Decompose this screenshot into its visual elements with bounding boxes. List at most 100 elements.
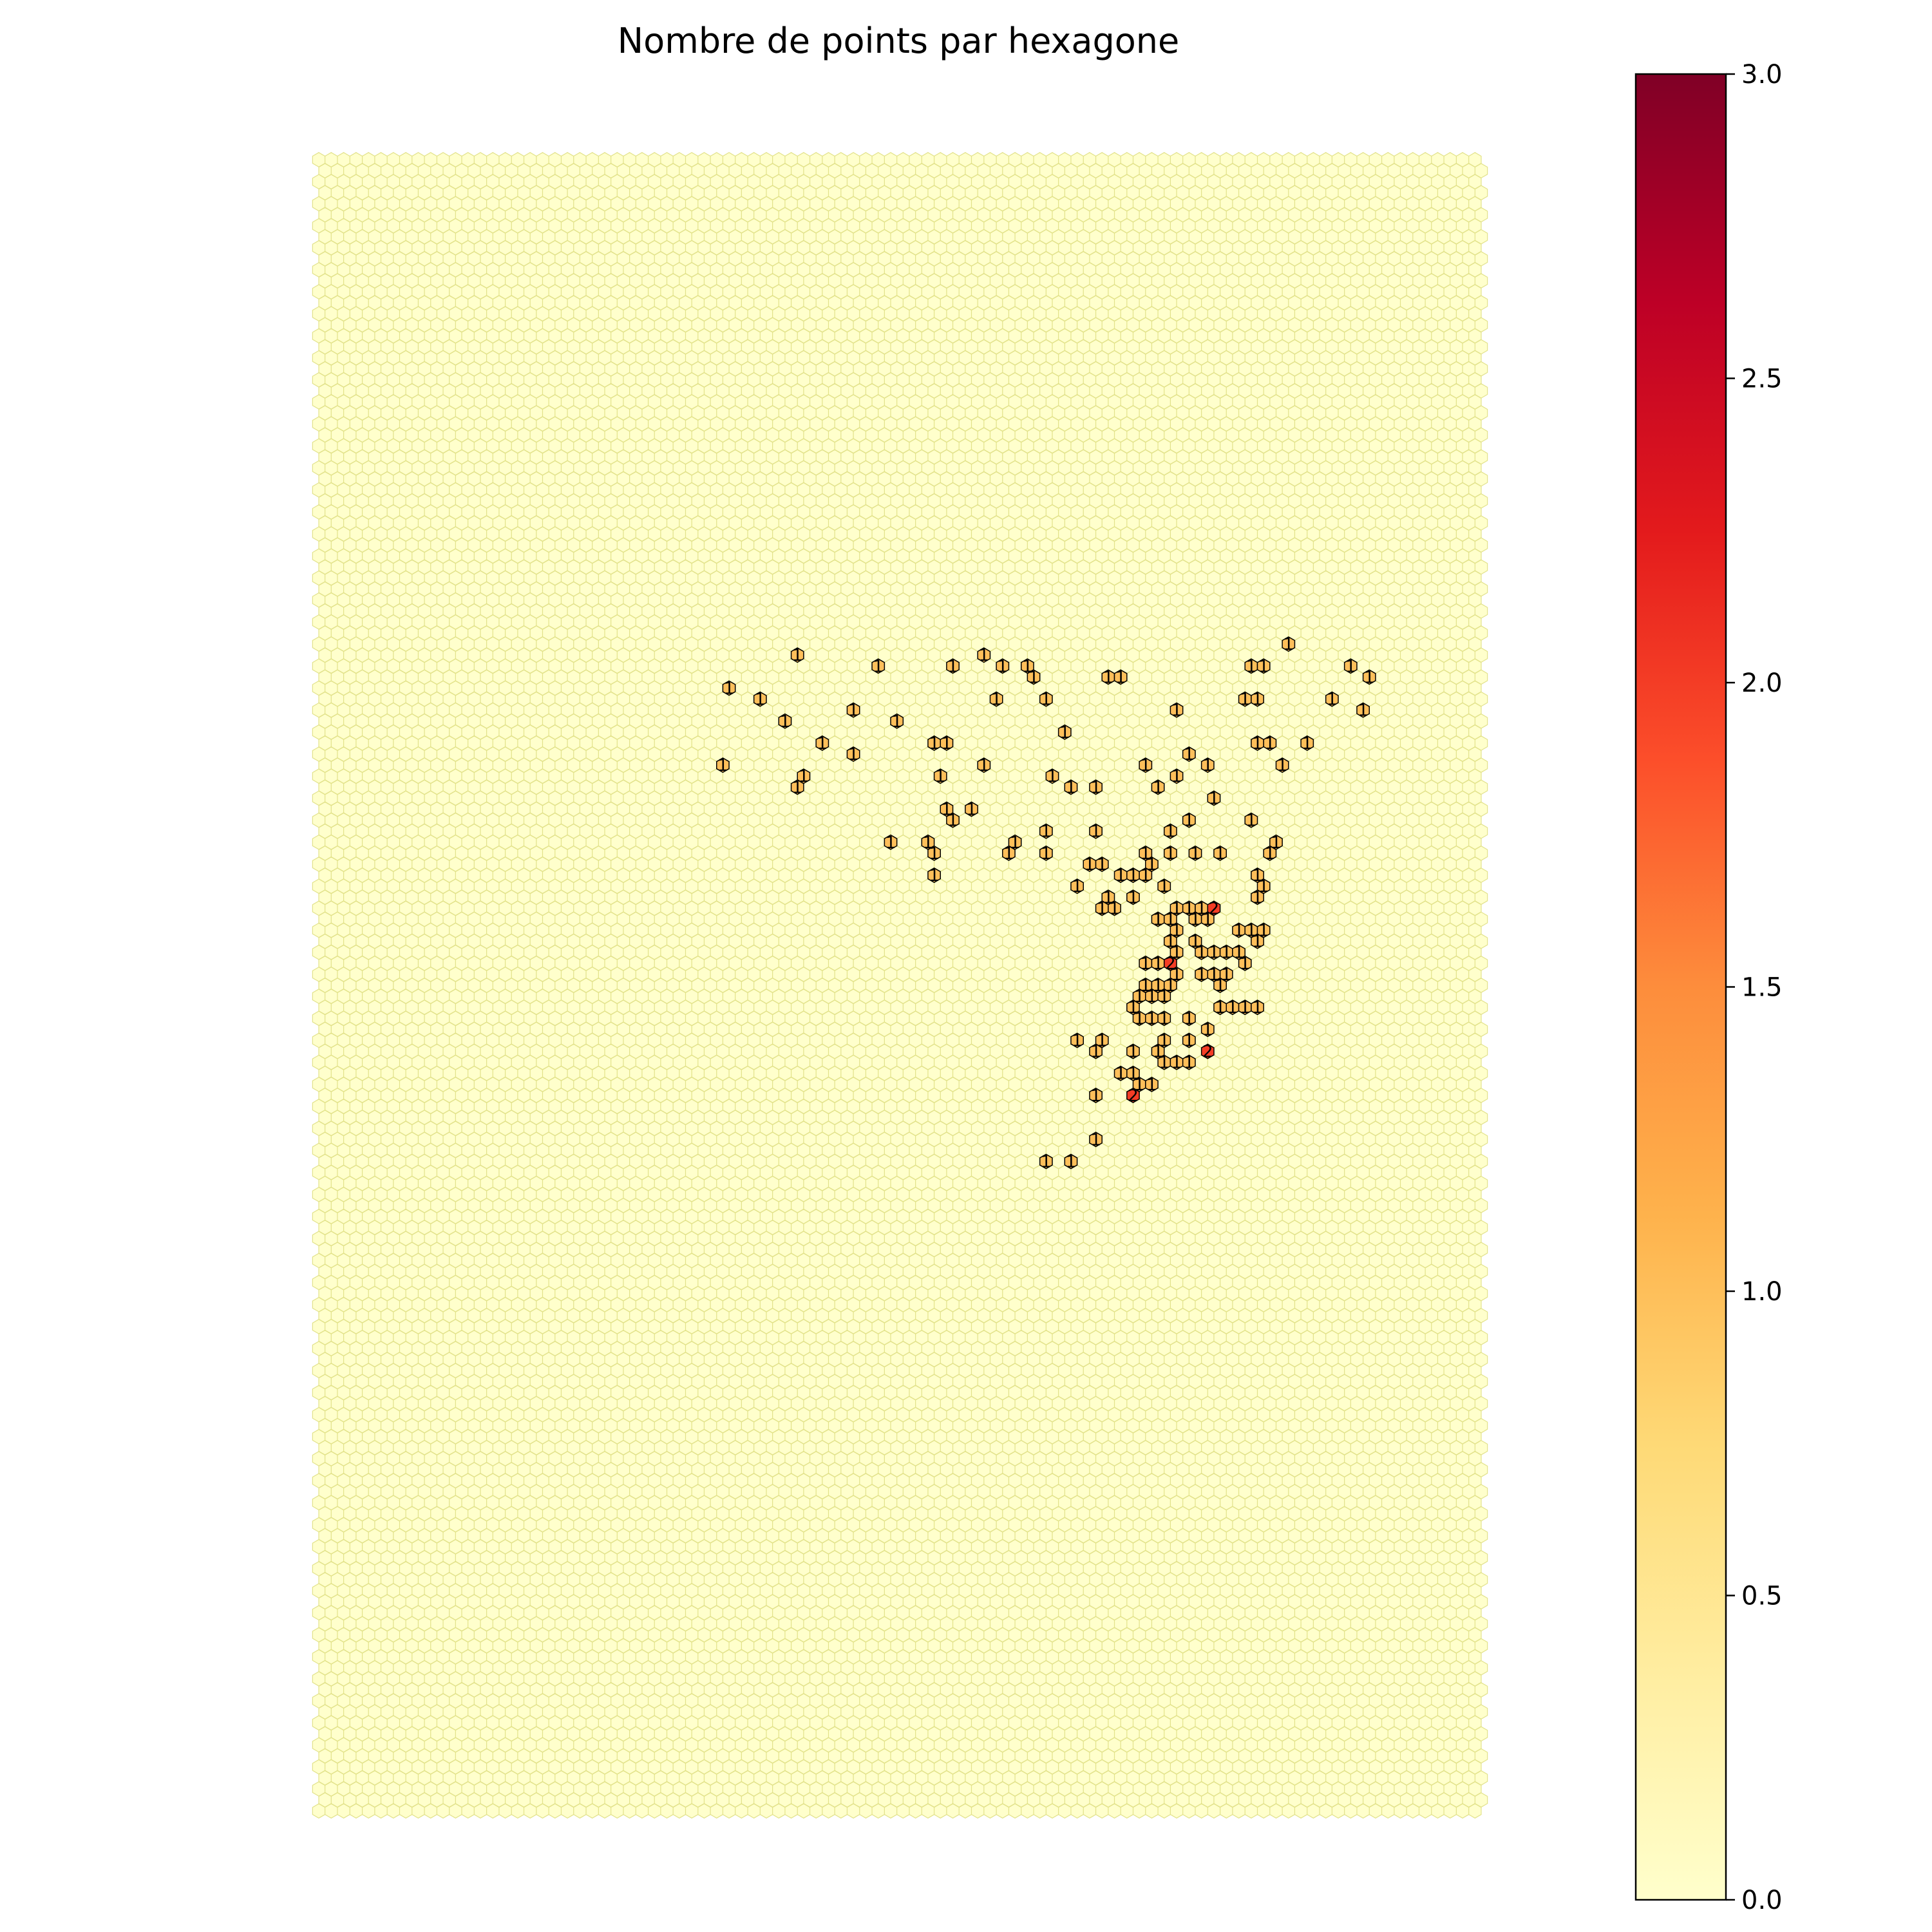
hex-count-label: 1 xyxy=(873,657,884,676)
hex-count-label: 1 xyxy=(1090,822,1101,842)
hex-count-label: 1 xyxy=(942,734,952,753)
hex-count-label: 1 xyxy=(1171,1054,1182,1073)
hex-count-label: 1 xyxy=(1146,1009,1157,1028)
hex-count-label: 1 xyxy=(1345,657,1356,676)
hex-count-label: 1 xyxy=(1196,943,1207,963)
hex-bin xyxy=(1039,691,1053,707)
hex-count-label: 1 xyxy=(1128,866,1139,886)
hex-bin xyxy=(996,658,1010,674)
hex-count-label: 1 xyxy=(1233,922,1244,941)
hex-count-label: 1 xyxy=(1153,910,1164,929)
hex-bin xyxy=(946,658,960,674)
hex-bin xyxy=(1356,702,1370,718)
hex-count-label: 1 xyxy=(1128,1043,1139,1062)
hex-bin xyxy=(716,757,730,773)
hex-count-label: 1 xyxy=(1202,756,1213,775)
hex-bin xyxy=(1263,735,1277,751)
hex-count-label: 1 xyxy=(891,712,902,732)
hex-count-label: 1 xyxy=(1252,690,1263,710)
colorbar-ticks: 0.0 0.5 1.0 1.5 2.0 2.5 3.0 xyxy=(1726,60,1783,1915)
hex-count-label: 1 xyxy=(1072,1032,1083,1051)
hex-bin xyxy=(753,691,767,707)
hex-count-label: 1 xyxy=(1115,866,1126,886)
hex-count-label: 1 xyxy=(979,756,990,775)
hex-bin xyxy=(1089,823,1103,839)
hex-bin xyxy=(1251,691,1264,707)
hex-count-label: 1 xyxy=(1090,778,1101,797)
hex-count-label: 1 xyxy=(780,712,791,732)
hex-count-label: 1 xyxy=(1159,1032,1170,1051)
hex-bin xyxy=(1170,768,1184,784)
hex-count-label: 1 xyxy=(848,701,859,721)
hex-bin xyxy=(815,735,829,751)
hex-count-label: 1 xyxy=(1184,1032,1195,1051)
colorbar-tick-label: 0.5 xyxy=(1741,1582,1783,1611)
hex-bin xyxy=(1045,768,1059,784)
hex-count-label: 1 xyxy=(1358,701,1368,721)
hex-count-label: 1 xyxy=(1146,987,1157,1007)
hex-count-label: 1 xyxy=(1084,855,1095,875)
hex-count-label: 1 xyxy=(1090,1130,1101,1150)
colorbar-tick-label: 0.0 xyxy=(1741,1886,1783,1915)
hex-bin xyxy=(846,746,860,762)
hex-count-label: 1 xyxy=(1165,822,1176,842)
hex-count-label: 1 xyxy=(1041,1153,1052,1172)
hex-count-label: 1 xyxy=(1252,888,1263,907)
hex-bin xyxy=(965,801,978,817)
hex-bin xyxy=(846,702,860,718)
hex-count-label: 1 xyxy=(1209,789,1220,808)
hex-count-label: 1 xyxy=(1072,877,1083,896)
hex-count-label: 2 xyxy=(1128,1086,1139,1106)
hex-bin xyxy=(1207,790,1221,806)
hex-bin xyxy=(790,647,804,663)
hex-count-label: 1 xyxy=(1265,734,1276,753)
hex-bin xyxy=(1027,669,1041,685)
hex-count-label: 1 xyxy=(1184,811,1195,831)
hex-bin xyxy=(722,680,736,696)
hex-bin xyxy=(1064,779,1078,795)
hex-count-label: 1 xyxy=(1196,965,1207,985)
hex-bin xyxy=(1300,735,1314,751)
hex-count-label: 1 xyxy=(1028,668,1039,687)
hex-count-label: 1 xyxy=(1190,910,1201,929)
hex-count-label: 1 xyxy=(1283,635,1294,654)
hex-count-label: 1 xyxy=(724,679,735,699)
hex-count-label: 1 xyxy=(817,734,828,753)
hex-count-label: 1 xyxy=(1240,690,1251,710)
hex-count-label: 1 xyxy=(848,745,859,764)
hex-count-label: 1 xyxy=(1171,701,1182,721)
hex-bin xyxy=(1139,757,1153,773)
hex-count-label: 1 xyxy=(929,734,940,753)
hex-count-label: 1 xyxy=(1252,933,1263,952)
hex-count-label: 1 xyxy=(1041,822,1052,842)
hex-count-label: 1 xyxy=(1252,734,1263,753)
hex-count-label: 1 xyxy=(1041,690,1052,710)
hex-count-label: 1 xyxy=(1327,690,1338,710)
hex-bin xyxy=(1039,823,1053,839)
hex-bin xyxy=(946,812,960,828)
colorbar-tick-label: 1.5 xyxy=(1741,973,1783,1003)
hex-count-label: 1 xyxy=(717,756,728,775)
hex-count-label: 1 xyxy=(1190,844,1201,864)
colorbar-tick-label: 1.0 xyxy=(1741,1277,1783,1307)
hex-bin xyxy=(1089,779,1103,795)
hex-count-label: 1 xyxy=(929,866,940,886)
hex-cells xyxy=(716,636,1376,1170)
hex-bin xyxy=(797,768,811,784)
hex-count-label: 1 xyxy=(1109,899,1120,918)
hex-count-label: 1 xyxy=(1227,998,1238,1018)
hex-bin xyxy=(1244,812,1258,828)
hex-count-label: 1 xyxy=(1066,778,1077,797)
hex-count-label: 1 xyxy=(1240,954,1251,974)
colorbar xyxy=(1634,73,1727,1901)
hex-count-label: 1 xyxy=(1240,998,1251,1018)
hex-count-label: 1 xyxy=(1159,987,1170,1007)
hex-count-label: 1 xyxy=(1141,756,1151,775)
hex-bin xyxy=(989,691,1003,707)
hex-count-label: 2 xyxy=(1202,1043,1213,1062)
hex-count-label: 1 xyxy=(1134,1009,1145,1028)
hex-count-label: 1 xyxy=(1128,888,1139,907)
hex-count-label: 1 xyxy=(1159,1009,1170,1028)
hex-count-label: 1 xyxy=(1097,1032,1108,1051)
hex-count-label: 1 xyxy=(1153,954,1164,974)
